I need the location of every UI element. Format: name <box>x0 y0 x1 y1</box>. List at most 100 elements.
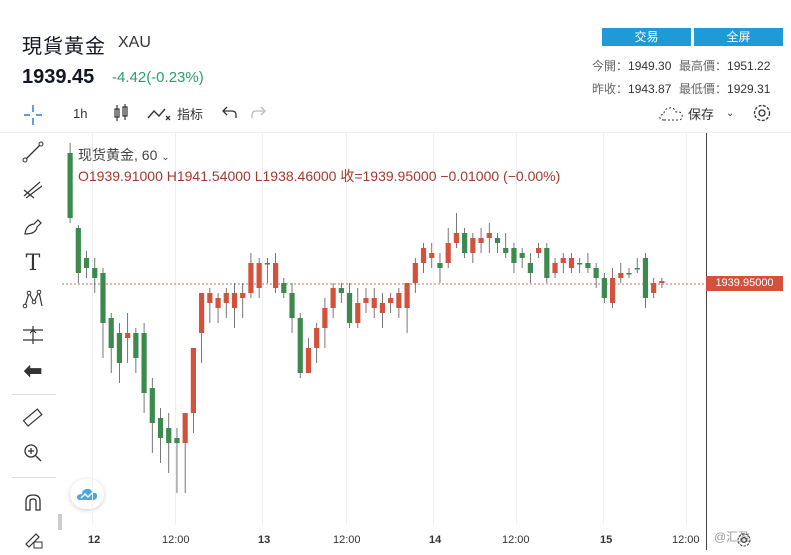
candle-body <box>371 298 377 308</box>
candle-body <box>363 298 369 303</box>
settings-gear-icon[interactable] <box>736 532 752 553</box>
open-value: 1949.30 <box>628 59 672 73</box>
candle-body <box>577 263 583 265</box>
low-stat: 最低價：1929.31 <box>679 80 770 97</box>
ruler-icon[interactable] <box>18 405 48 431</box>
candle-body <box>199 293 205 333</box>
candle-body <box>141 333 147 393</box>
candle-body <box>462 233 468 253</box>
trend-line-icon[interactable] <box>18 139 48 165</box>
toolbar-divider <box>0 132 791 133</box>
high-stat: 最高價：1951.22 <box>679 57 770 74</box>
grid-line <box>346 133 347 525</box>
high-value: 1951.22 <box>727 59 771 73</box>
candle-body <box>503 248 509 253</box>
candle-body <box>240 293 246 298</box>
trade-button[interactable]: 交易 <box>602 28 691 46</box>
candle-body <box>536 248 542 253</box>
candle-body <box>651 283 657 293</box>
indicators-button[interactable]: 指标 <box>147 104 203 123</box>
candle-body <box>437 263 443 268</box>
back-arrow-icon[interactable]: ⬅ <box>23 358 43 383</box>
candle-body <box>157 418 164 438</box>
candle-body <box>133 333 139 358</box>
lock-draw-icon[interactable] <box>18 526 48 552</box>
candle-body <box>404 283 410 308</box>
candle-body <box>264 263 270 265</box>
candle-body <box>190 348 196 413</box>
open-label: 今開： <box>592 59 629 73</box>
candle-body <box>75 228 81 273</box>
fib-tool-icon[interactable] <box>18 176 48 202</box>
candle-body <box>494 238 501 243</box>
chevron-down-icon[interactable]: ⌄ <box>161 152 170 163</box>
candle-style-icon[interactable] <box>112 103 130 128</box>
grid-line <box>516 133 517 525</box>
candle-body <box>388 298 394 303</box>
interval-selector[interactable]: 1h <box>73 106 88 121</box>
save-button[interactable]: 保存 ⌄ <box>658 104 734 123</box>
chevron-down-icon[interactable]: ⌄ <box>726 108 735 119</box>
chart-legend[interactable]: 现货黄金, 60 ⌄ <box>78 145 170 165</box>
pattern-icon[interactable] <box>18 286 48 312</box>
candlestick-plot <box>62 143 708 493</box>
crosshair-icon[interactable] <box>18 103 48 127</box>
measure-range-icon[interactable] <box>18 322 48 348</box>
last-price-tag: 1939.95000 <box>706 276 783 291</box>
price-change: -4.42(-0.23%) <box>112 69 204 86</box>
grid-line <box>262 133 263 525</box>
candle-body <box>429 253 435 258</box>
candle-body <box>544 248 550 278</box>
text-tool-icon[interactable]: T <box>25 250 41 276</box>
candle-body <box>215 298 221 308</box>
zoom-in-icon[interactable] <box>18 440 48 466</box>
undo-icon[interactable] <box>222 105 238 124</box>
grid-line <box>92 133 93 525</box>
candle-body <box>659 281 665 283</box>
settings-gear-icon[interactable] <box>752 103 772 128</box>
panel-collapse-handle[interactable] <box>58 514 62 530</box>
candle-body <box>601 278 607 298</box>
chart-pane[interactable] <box>62 133 708 525</box>
brush-icon[interactable] <box>18 213 48 239</box>
candle-body <box>248 263 254 293</box>
candle-body <box>92 268 98 278</box>
x-axis-label: 12:00 <box>672 534 700 546</box>
candle-body <box>552 263 558 273</box>
candle-body <box>207 293 213 303</box>
legend-text: 现货黄金, 60 <box>78 147 158 163</box>
candle-body <box>445 243 451 263</box>
candle-body <box>609 278 616 303</box>
fullscreen-button[interactable]: 全屏 <box>694 28 783 46</box>
candle-body <box>618 273 624 278</box>
open-stat: 今開：1949.30 <box>592 57 671 74</box>
candle-body <box>272 263 279 288</box>
candle-body <box>305 348 312 373</box>
x-axis-label: 12:00 <box>162 534 190 546</box>
candle-body <box>379 303 386 313</box>
candle-body <box>634 268 640 270</box>
grid-line <box>175 133 176 525</box>
x-axis-label: 14 <box>429 534 442 546</box>
tool-divider <box>12 394 56 395</box>
candle-body <box>166 428 172 443</box>
redo-icon[interactable] <box>250 105 266 124</box>
candle-body <box>593 268 599 278</box>
save-label: 保存 <box>688 107 715 122</box>
candle-body <box>568 258 575 268</box>
candle-body <box>527 263 533 273</box>
cloud-icon <box>659 106 683 120</box>
prev-close-value: 1943.87 <box>628 82 672 96</box>
candle-body <box>470 238 476 253</box>
indicators-icon <box>147 108 171 120</box>
candle-body <box>453 233 460 243</box>
candle-body <box>642 258 649 298</box>
candle-body <box>585 263 591 268</box>
x-axis-label: 15 <box>600 534 613 546</box>
grid-line <box>603 133 604 525</box>
candle-body <box>412 263 418 283</box>
current-price: 1939.45 <box>22 66 95 88</box>
magnet-icon[interactable] <box>18 490 48 516</box>
candle-body <box>108 318 114 348</box>
candle-body <box>116 333 123 363</box>
